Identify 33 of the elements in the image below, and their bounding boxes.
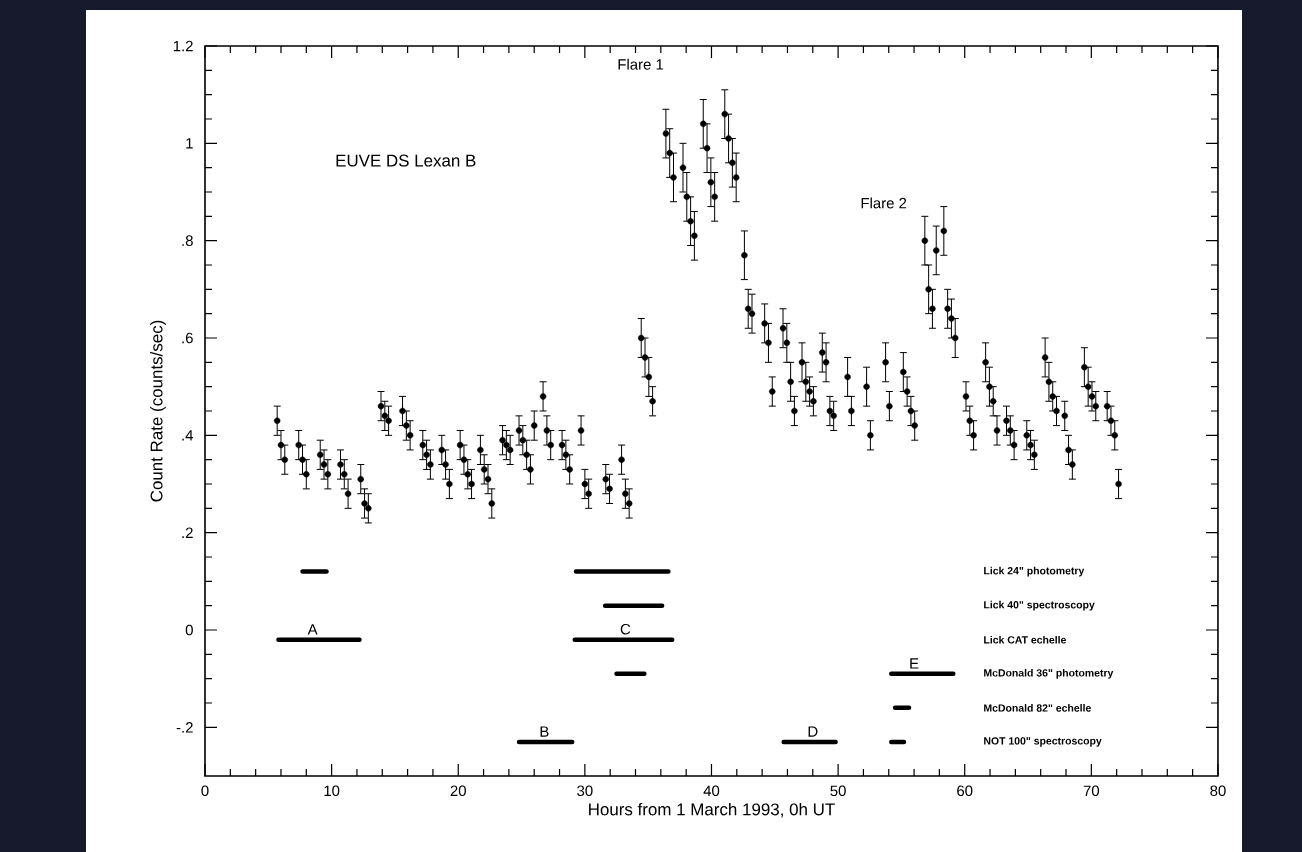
y-tick-label: .6 — [182, 332, 193, 344]
x-tick-label: 60 — [957, 785, 973, 797]
annotation: Flare 2 — [861, 197, 907, 209]
x-tick-label: 80 — [1210, 785, 1226, 797]
x-axis-title: Hours from 1 March 1993, 0h UT — [589, 802, 835, 818]
y-tick-label: 1.2 — [173, 40, 193, 52]
annotation: E — [910, 658, 919, 669]
text: Lick CAT echelle — [984, 635, 1066, 644]
annotation: Flare 1 — [618, 58, 664, 70]
annotation: B — [540, 726, 549, 737]
y-tick-label: .2 — [182, 527, 193, 538]
text: McDonald 36" photometry — [984, 668, 1114, 679]
x-tick-label: 0 — [201, 785, 209, 797]
y-tick-label: 0 — [185, 624, 193, 636]
annotation: C — [620, 623, 631, 635]
text: Lick 40" spectroscopy — [984, 600, 1095, 611]
y-tick-label: .8 — [182, 235, 193, 246]
x-tick-label: 30 — [577, 785, 593, 797]
y-tick-label: -.2 — [176, 722, 193, 733]
text: McDonald 82" echelle — [984, 704, 1091, 712]
y-tick-label: .4 — [182, 430, 194, 441]
annotation: D — [808, 726, 818, 737]
x-tick-label: 40 — [703, 785, 720, 797]
y-tick-label: 1 — [186, 138, 193, 149]
x-tick-label: 50 — [830, 785, 846, 797]
annotation: A — [307, 624, 318, 635]
x-tick-label: 10 — [324, 785, 340, 797]
text: NOT 100" spectroscopy — [984, 737, 1102, 747]
x-tick-label: 70 — [1083, 785, 1100, 797]
text: Lick 24" photometry — [984, 566, 1085, 577]
x-tick-label: 20 — [450, 785, 466, 797]
y-axis-title: Count Rate (counts/sec) — [150, 320, 166, 502]
annotation: EUVE DS Lexan B — [336, 154, 476, 167]
